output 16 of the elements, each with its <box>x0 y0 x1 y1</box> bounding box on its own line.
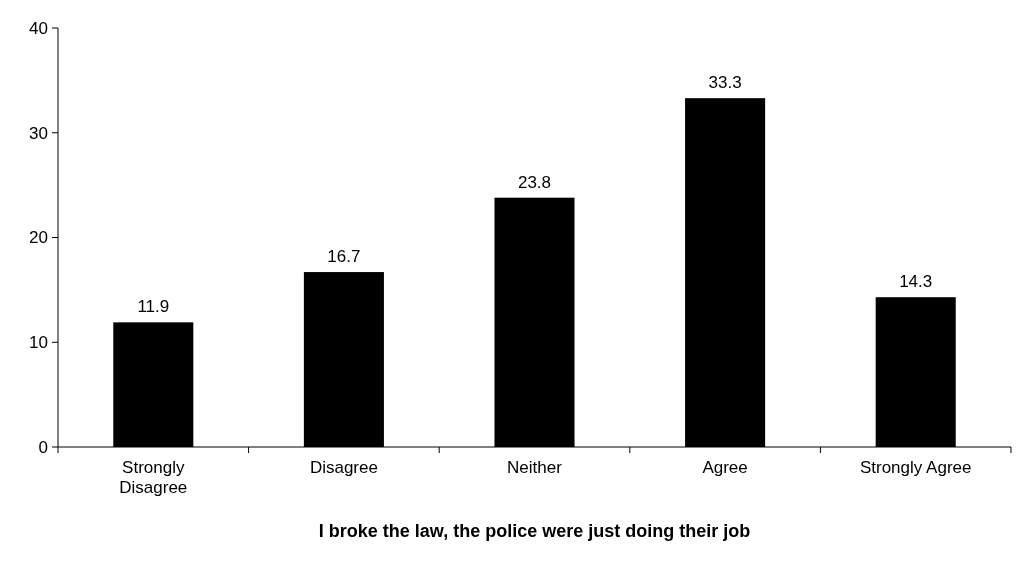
data-label: 11.9 <box>137 297 170 317</box>
x-tick-label: Agree <box>702 458 748 477</box>
y-tick-label: 10 <box>29 333 48 353</box>
y-tick-label: 0 <box>38 437 48 457</box>
x-tick-label: Neither <box>507 458 563 477</box>
x-tick-label: Strongly Agree <box>859 458 972 477</box>
y-tick-label: 40 <box>29 18 48 38</box>
x-axis-title: I broke the law, the police were just doing their job <box>318 521 751 541</box>
data-label: 14.3 <box>899 272 933 292</box>
data-label: 33.3 <box>708 73 742 93</box>
y-tick-label: 30 <box>29 123 48 143</box>
data-label: 23.8 <box>517 172 552 192</box>
x-tick-label: Strongly Disagree <box>119 458 188 497</box>
data-label: 16.7 <box>327 247 361 267</box>
x-tick-label: Disagree <box>309 458 378 477</box>
y-tick-label: 20 <box>29 228 48 248</box>
